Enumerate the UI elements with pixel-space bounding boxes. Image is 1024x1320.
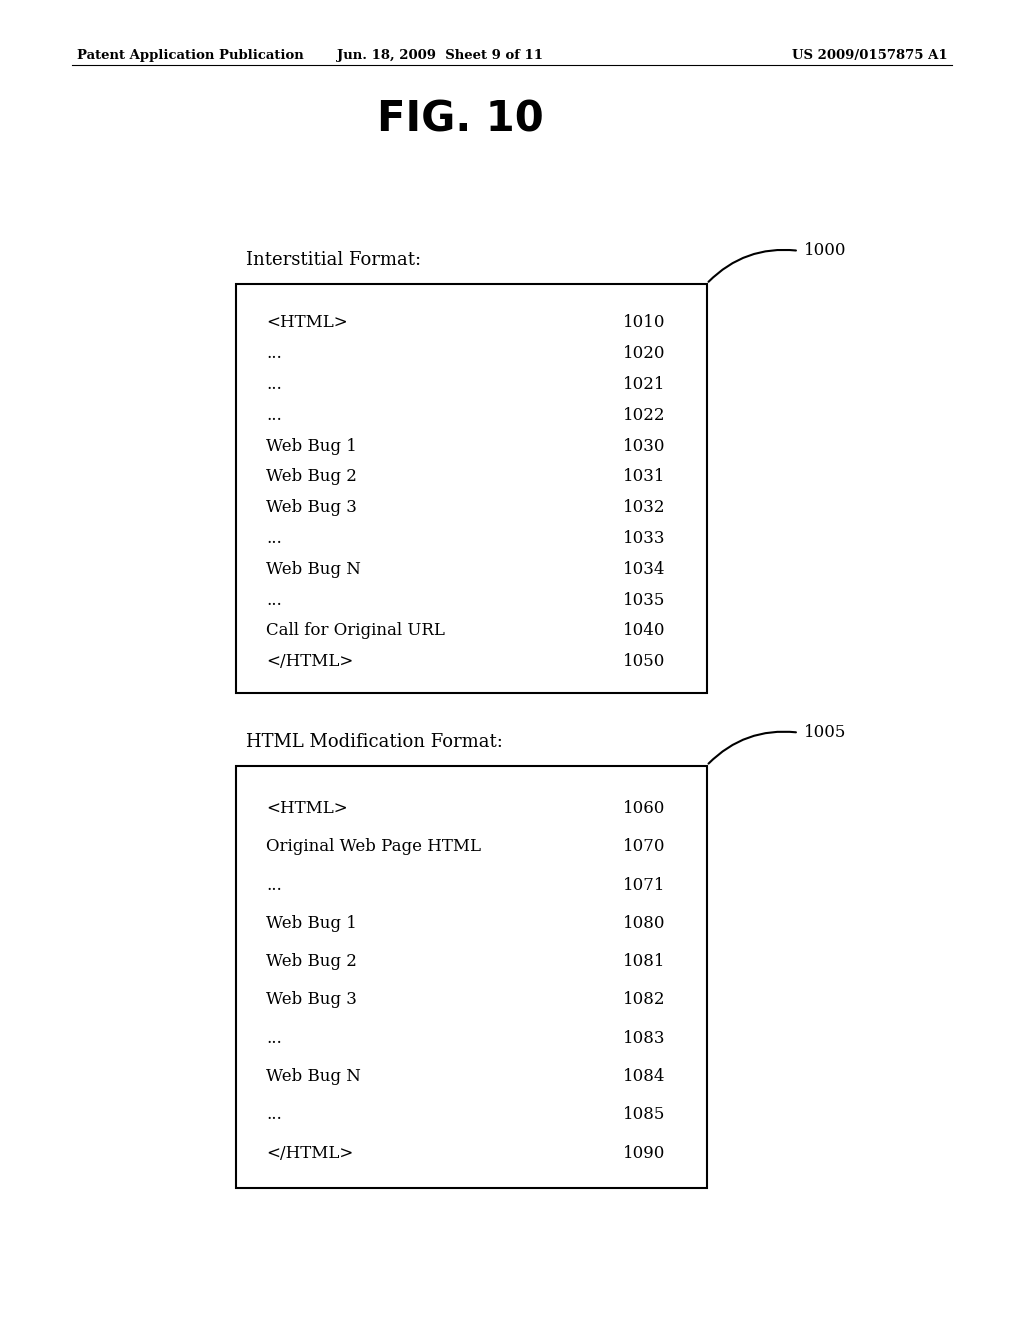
Text: 1022: 1022 bbox=[623, 407, 666, 424]
Text: 1020: 1020 bbox=[623, 346, 666, 362]
Text: 1034: 1034 bbox=[623, 561, 666, 578]
Text: 1030: 1030 bbox=[623, 438, 666, 454]
Text: 1083: 1083 bbox=[623, 1030, 666, 1047]
Text: 1090: 1090 bbox=[624, 1144, 666, 1162]
Text: Web Bug 1: Web Bug 1 bbox=[266, 438, 357, 454]
Text: Web Bug N: Web Bug N bbox=[266, 561, 361, 578]
Text: <HTML>: <HTML> bbox=[266, 800, 348, 817]
Text: 1000: 1000 bbox=[804, 243, 847, 259]
Text: 1010: 1010 bbox=[623, 314, 666, 331]
Text: FIG. 10: FIG. 10 bbox=[378, 99, 544, 141]
Text: 1081: 1081 bbox=[623, 953, 666, 970]
Text: 1035: 1035 bbox=[624, 591, 666, 609]
Bar bbox=[236, 284, 707, 693]
Text: ...: ... bbox=[266, 876, 282, 894]
Text: Web Bug 3: Web Bug 3 bbox=[266, 991, 357, 1008]
Text: Original Web Page HTML: Original Web Page HTML bbox=[266, 838, 481, 855]
Text: 1032: 1032 bbox=[623, 499, 666, 516]
Bar bbox=[236, 766, 707, 1188]
Text: ...: ... bbox=[266, 407, 282, 424]
Text: ...: ... bbox=[266, 1030, 282, 1047]
Text: Web Bug 1: Web Bug 1 bbox=[266, 915, 357, 932]
Text: Web Bug 3: Web Bug 3 bbox=[266, 499, 357, 516]
Text: <HTML>: <HTML> bbox=[266, 314, 348, 331]
Text: Call for Original URL: Call for Original URL bbox=[266, 623, 445, 639]
Text: Jun. 18, 2009  Sheet 9 of 11: Jun. 18, 2009 Sheet 9 of 11 bbox=[337, 49, 544, 62]
Text: Interstitial Format:: Interstitial Format: bbox=[246, 251, 421, 269]
Text: 1021: 1021 bbox=[623, 376, 666, 393]
Text: ...: ... bbox=[266, 346, 282, 362]
Text: ...: ... bbox=[266, 1106, 282, 1123]
Text: </HTML>: </HTML> bbox=[266, 1144, 353, 1162]
Text: 1071: 1071 bbox=[623, 876, 666, 894]
Text: 1033: 1033 bbox=[623, 531, 666, 546]
Text: 1060: 1060 bbox=[624, 800, 666, 817]
Text: Patent Application Publication: Patent Application Publication bbox=[77, 49, 303, 62]
Text: 1085: 1085 bbox=[624, 1106, 666, 1123]
Text: Web Bug N: Web Bug N bbox=[266, 1068, 361, 1085]
Text: 1005: 1005 bbox=[804, 725, 846, 741]
Text: ...: ... bbox=[266, 376, 282, 393]
Text: HTML Modification Format:: HTML Modification Format: bbox=[246, 733, 503, 751]
Text: 1084: 1084 bbox=[623, 1068, 666, 1085]
Text: ...: ... bbox=[266, 591, 282, 609]
Text: 1031: 1031 bbox=[623, 469, 666, 486]
Text: Web Bug 2: Web Bug 2 bbox=[266, 953, 357, 970]
Text: 1082: 1082 bbox=[623, 991, 666, 1008]
Text: 1080: 1080 bbox=[623, 915, 666, 932]
Text: US 2009/0157875 A1: US 2009/0157875 A1 bbox=[792, 49, 947, 62]
Text: Web Bug 2: Web Bug 2 bbox=[266, 469, 357, 486]
Text: 1070: 1070 bbox=[623, 838, 666, 855]
Text: ...: ... bbox=[266, 531, 282, 546]
Text: 1050: 1050 bbox=[624, 653, 666, 671]
Text: </HTML>: </HTML> bbox=[266, 653, 353, 671]
Text: 1040: 1040 bbox=[623, 623, 666, 639]
